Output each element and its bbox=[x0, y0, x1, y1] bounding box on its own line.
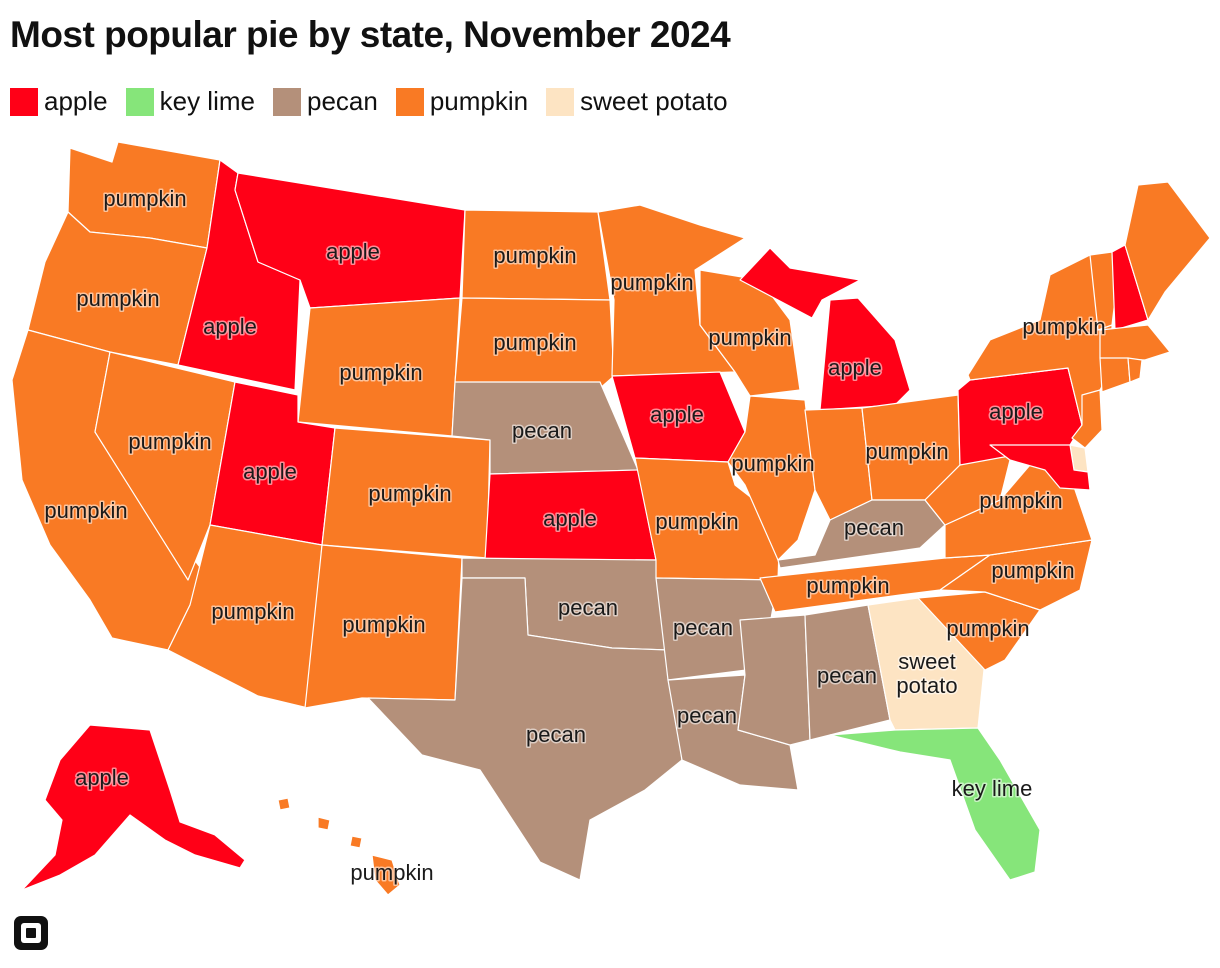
legend-swatch-key-lime bbox=[125, 87, 154, 116]
legend-label-sweet-potato: sweet potato bbox=[580, 86, 728, 116]
state-label-nd: pumpkin bbox=[493, 243, 576, 268]
state-tx bbox=[367, 577, 683, 881]
square-logo-icon bbox=[14, 916, 48, 950]
state-label-al: pecan bbox=[817, 663, 877, 688]
state-in bbox=[804, 407, 873, 521]
state-md bbox=[989, 444, 1091, 491]
chart-title: Most popular pie by state, November 2024 bbox=[10, 14, 731, 55]
legend-label-pecan: pecan bbox=[306, 86, 378, 116]
state-hi bbox=[277, 797, 401, 896]
state-label-il: pumpkin bbox=[731, 451, 814, 476]
state-label-ks: apple bbox=[543, 506, 597, 531]
state-label-ut: apple bbox=[243, 459, 297, 484]
state-label-ak: apple bbox=[75, 765, 129, 790]
state-label-mo: pumpkin bbox=[655, 509, 738, 534]
state-label-ne: pecan bbox=[512, 418, 572, 443]
us-state-map: pumpkin pumpkin pumpkin apple pumpkin apple pu… bbox=[11, 141, 1211, 896]
legend-item-pumpkin: pumpkin bbox=[395, 86, 529, 117]
legend-label-key-lime: key lime bbox=[159, 86, 255, 116]
legend-swatch-apple bbox=[10, 87, 38, 116]
state-nv bbox=[94, 351, 236, 581]
state-label-ca: pumpkin bbox=[44, 498, 127, 523]
state-label-ok: pecan bbox=[558, 595, 618, 620]
state-label-ar: pecan bbox=[673, 615, 733, 640]
state-ms bbox=[737, 614, 811, 746]
state-ma bbox=[1099, 324, 1171, 361]
legend-label-pumpkin: pumpkin bbox=[429, 86, 529, 116]
state-label-or: pumpkin bbox=[76, 286, 159, 311]
state-label-wi: pumpkin bbox=[708, 325, 791, 350]
state-label-pa: apple bbox=[989, 399, 1043, 424]
state-sd bbox=[454, 297, 615, 391]
legend-swatch-pumpkin bbox=[395, 87, 424, 116]
legend-item-pecan: pecan bbox=[272, 86, 378, 117]
state-label-tn: pumpkin bbox=[806, 573, 889, 598]
legend-item-apple: apple bbox=[10, 86, 108, 117]
state-ak bbox=[21, 724, 246, 891]
legend-label-apple: apple bbox=[44, 86, 108, 116]
state-label-nm: pumpkin bbox=[342, 612, 425, 637]
state-label-ga: sweet potato bbox=[896, 649, 957, 698]
legend: apple key lime pecan pumpkin sweet potat… bbox=[10, 86, 728, 117]
state-vt bbox=[1089, 251, 1116, 331]
state-shapes bbox=[11, 141, 1211, 896]
state-va bbox=[944, 464, 1093, 559]
state-label-oh: pumpkin bbox=[865, 439, 948, 464]
state-label-co: pumpkin bbox=[368, 481, 451, 506]
state-fl bbox=[829, 727, 1041, 881]
legend-swatch-sweet-potato bbox=[546, 87, 575, 116]
state-label-hi: pumpkin bbox=[350, 860, 433, 885]
state-label-wy: pumpkin bbox=[339, 360, 422, 385]
state-label-ia: apple bbox=[650, 402, 704, 427]
state-label-mt: apple bbox=[326, 239, 380, 264]
state-labels: pumpkin pumpkin pumpkin apple pumpkin apple pu… bbox=[43, 185, 1107, 887]
state-ct bbox=[1099, 357, 1131, 393]
state-label-va: pumpkin bbox=[979, 488, 1062, 513]
state-label-ny: pumpkin bbox=[1022, 314, 1105, 339]
state-label-fl: key lime bbox=[952, 776, 1033, 801]
state-label-ky: pecan bbox=[844, 515, 904, 540]
state-ri bbox=[1127, 357, 1143, 383]
legend-item-key-lime: key lime bbox=[125, 86, 255, 117]
state-label-mi: apple bbox=[828, 355, 882, 380]
legend-item-sweet-potato: sweet potato bbox=[546, 86, 728, 117]
state-mn bbox=[597, 204, 746, 377]
state-label-wa: pumpkin bbox=[103, 186, 186, 211]
state-label-id: apple bbox=[203, 314, 257, 339]
state-label-tx: pecan bbox=[526, 722, 586, 747]
state-al bbox=[804, 604, 891, 741]
state-label-sc: pumpkin bbox=[946, 616, 1029, 641]
state-label-la: pecan bbox=[677, 703, 737, 728]
state-label-nv: pumpkin bbox=[128, 429, 211, 454]
state-sc bbox=[917, 591, 1041, 671]
state-label-sd: pumpkin bbox=[493, 330, 576, 355]
state-label-az: pumpkin bbox=[211, 599, 294, 624]
state-label-mn: pumpkin bbox=[610, 270, 693, 295]
state-me bbox=[1124, 181, 1211, 321]
state-label-nc: pumpkin bbox=[991, 558, 1074, 583]
legend-swatch-pecan bbox=[272, 87, 301, 116]
